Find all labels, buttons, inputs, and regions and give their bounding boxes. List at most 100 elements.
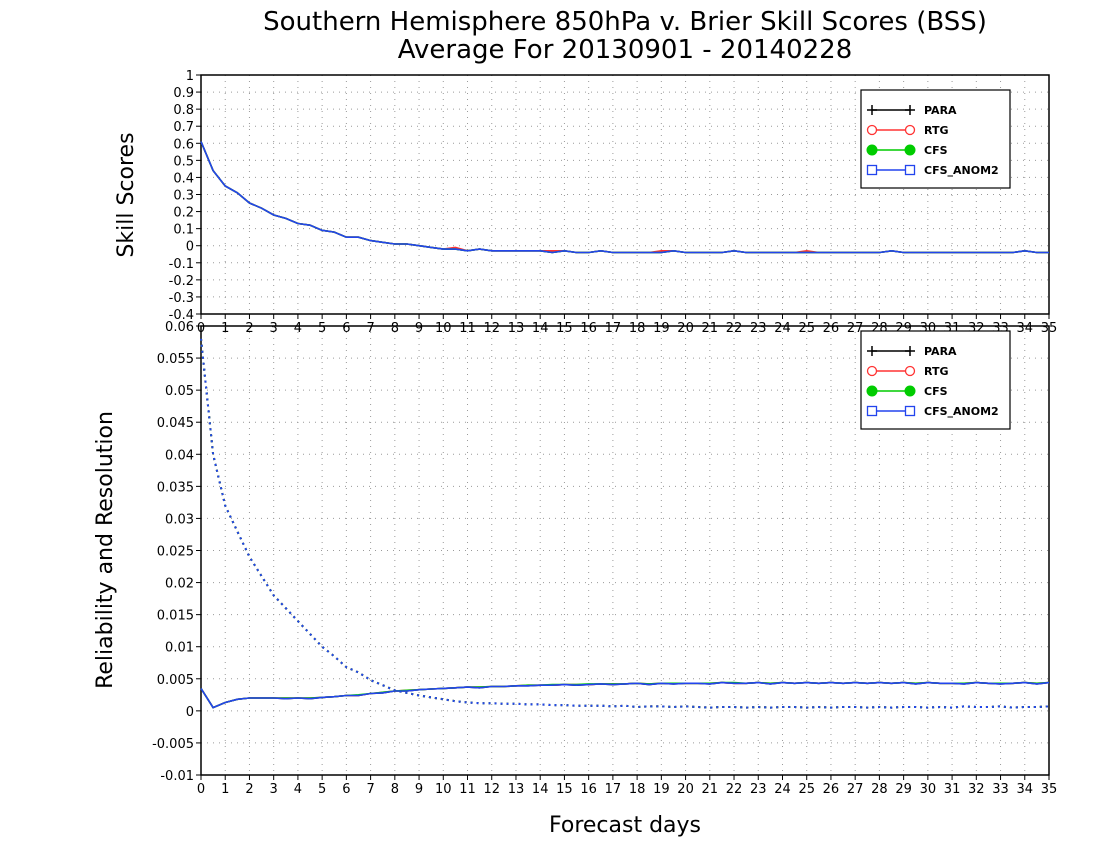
y-tick-label: 0.5 xyxy=(173,154,194,169)
legend-marker-plus xyxy=(867,346,877,356)
y-axis-label-skill-scores: Skill Scores xyxy=(114,132,139,257)
x-tick-label: 31 xyxy=(944,782,961,797)
y-tick-label: 0.015 xyxy=(157,609,194,624)
chart-title-line1: Southern Hemisphere 850hPa v. Brier Skil… xyxy=(263,7,987,37)
y-tick-label: 0.045 xyxy=(157,416,194,431)
x-tick-label: 4 xyxy=(294,321,302,336)
y-tick-label: -0.01 xyxy=(160,769,194,784)
x-tick-label: 33 xyxy=(992,782,1009,797)
x-tick-label: 12 xyxy=(483,321,500,336)
x-tick-label: 28 xyxy=(871,782,888,797)
x-tick-label: 17 xyxy=(605,321,622,336)
x-tick-label: 7 xyxy=(366,321,374,336)
x-tick-label: 27 xyxy=(847,782,864,797)
legend-marker-plus xyxy=(867,105,877,115)
x-tick-label: 5 xyxy=(318,782,326,797)
x-tick-label: 16 xyxy=(580,321,597,336)
x-tick-label: 13 xyxy=(508,782,525,797)
x-tick-label: 8 xyxy=(391,321,399,336)
x-tick-label: 2 xyxy=(245,782,253,797)
series-line-cfs-anom2-dotted xyxy=(200,338,1050,709)
x-tick-label: 17 xyxy=(605,782,622,797)
y-tick-label: 0.02 xyxy=(165,577,194,592)
y-tick-label: 0.05 xyxy=(165,384,194,399)
y-tick-label: 0.8 xyxy=(173,103,194,118)
x-tick-label: 12 xyxy=(483,782,500,797)
y-tick-label: 0.03 xyxy=(165,512,194,527)
x-tick-label: 19 xyxy=(653,782,670,797)
legend-label: CFS_ANOM2 xyxy=(924,164,999,177)
x-tick-label: 27 xyxy=(847,321,864,336)
x-tick-label: 22 xyxy=(726,321,743,336)
y-tick-label: -0.2 xyxy=(169,274,194,289)
y-tick-label: 0.04 xyxy=(165,448,194,463)
x-tick-label: 0 xyxy=(197,782,205,797)
series-line-para xyxy=(200,681,1050,709)
legend-marker-circle-filled xyxy=(866,385,878,397)
y-tick-label: -0.3 xyxy=(169,291,194,306)
series-line-cfs xyxy=(200,681,1050,709)
x-tick-label: 21 xyxy=(702,782,719,797)
skill-scores-panel: 1 0.9 0.8 0.7 0.6 0.5 0.4 0.3 0.2 0.1 0 -0.1 -0.2 -0.… xyxy=(169,69,1058,336)
x-tick-label: 6 xyxy=(342,782,350,797)
legend-label: CFS xyxy=(924,144,948,157)
x-tick-label: 10 xyxy=(435,782,452,797)
y-axis-label-reliability-resolution: Reliability and Resolution xyxy=(93,411,118,689)
x-tick-label: 32 xyxy=(968,782,985,797)
y-tick-label: -0.005 xyxy=(152,737,194,752)
x-tick-label: 24 xyxy=(774,321,791,336)
legend-box xyxy=(860,330,1011,430)
legend-marker-circle-open xyxy=(866,124,878,136)
x-tick-label: 14 xyxy=(532,782,549,797)
x-tick-label: 22 xyxy=(726,782,743,797)
y-tick-label: 0 xyxy=(186,705,194,720)
legend-marker-circle-filled xyxy=(866,144,878,156)
legend-marker-circle-open xyxy=(904,124,916,136)
y-tick-label: 0.035 xyxy=(157,480,194,495)
series-line-rtg xyxy=(200,681,1050,709)
y-tick-label: 0.1 xyxy=(173,223,194,238)
series-line-cfs-anom2 xyxy=(200,681,1050,709)
x-tick-label: 6 xyxy=(342,321,350,336)
y-tick-label: 0.4 xyxy=(173,171,194,186)
x-tick-label: 11 xyxy=(459,782,476,797)
y-tick-label: -0.1 xyxy=(169,257,194,272)
x-tick-label: 24 xyxy=(774,782,791,797)
x-tick-label: 25 xyxy=(798,321,815,336)
x-tick-label: 8 xyxy=(391,782,399,797)
y-tick-label: 0 xyxy=(186,240,194,255)
legend-marker-square-open xyxy=(866,164,878,176)
x-tick-label: 34 xyxy=(1016,782,1033,797)
y-tick-label: 0.055 xyxy=(157,352,194,367)
y-tick-label: 0.6 xyxy=(173,137,194,152)
x-tick-label: 26 xyxy=(823,782,840,797)
legend-marker-circle-open xyxy=(866,365,878,377)
x-tick-label: 16 xyxy=(580,782,597,797)
x-tick-label: 3 xyxy=(270,782,278,797)
legend: PARA RTG CFS CFS_ANOM2 xyxy=(860,330,1011,430)
x-tick-label: 15 xyxy=(556,782,573,797)
y-tick-label: 0.01 xyxy=(165,641,194,656)
legend-marker-circle-filled xyxy=(904,144,916,156)
x-tick-label: 26 xyxy=(823,321,840,336)
x-tick-label: 21 xyxy=(702,321,719,336)
series-line-cfs-anom2 xyxy=(200,141,1049,254)
y-tick-label: -0.4 xyxy=(169,308,194,323)
x-tick-label: 9 xyxy=(415,321,423,336)
chart-title-line2: Average For 20130901 - 20140228 xyxy=(398,35,853,65)
x-tick-label: 34 xyxy=(1016,321,1033,336)
x-tick-label: 1 xyxy=(221,782,229,797)
x-tick-label: 11 xyxy=(459,321,476,336)
y-tick-label: 0.2 xyxy=(173,206,194,221)
x-tick-label: 10 xyxy=(435,321,452,336)
y-tick-label: 0.3 xyxy=(173,189,194,204)
legend-label: CFS_ANOM2 xyxy=(924,405,999,418)
x-tick-label: 14 xyxy=(532,321,549,336)
x-tick-label: 9 xyxy=(415,782,423,797)
legend-label: CFS xyxy=(924,385,948,398)
x-tick-label: 18 xyxy=(629,321,646,336)
y-tick-label: 1 xyxy=(186,69,194,84)
x-axis-label: Forecast days xyxy=(549,813,701,838)
x-tick-label: 3 xyxy=(270,321,278,336)
y-tick-label: 0.7 xyxy=(173,120,194,135)
